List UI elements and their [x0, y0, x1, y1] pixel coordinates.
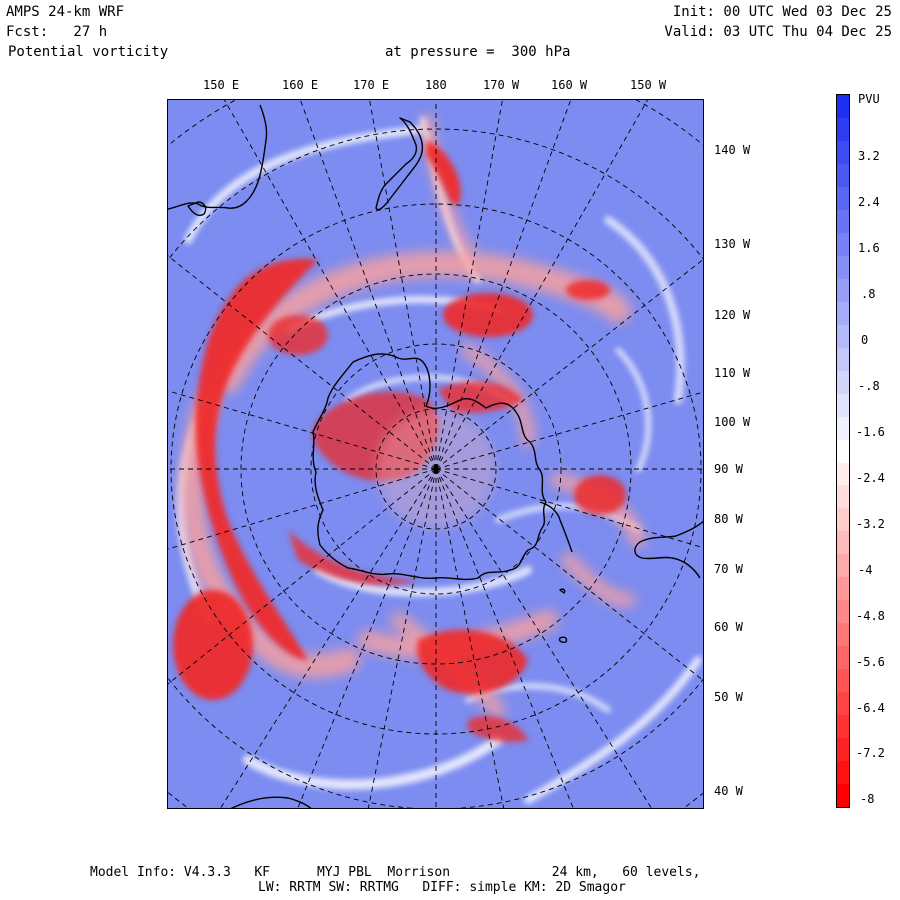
lon-label-right: 70 W — [714, 562, 743, 576]
lon-label-top: 150 W — [630, 78, 667, 92]
lon-label-right: 90 W — [714, 462, 743, 476]
colorbar-cell — [837, 462, 849, 486]
lon-label-top: 150 E — [203, 78, 240, 92]
colorbar-tick-label: -.8 — [858, 379, 880, 393]
colorbar-cell — [837, 140, 849, 164]
colorbar-tick-label: 2.4 — [858, 195, 880, 209]
colorbar-cell — [837, 324, 849, 348]
colorbar-cell — [837, 347, 849, 371]
south-georgia-coast — [559, 588, 566, 594]
colorbar-cell — [837, 669, 849, 693]
colorbar-tick-label: 0 — [861, 333, 869, 347]
colorbar-cell — [837, 692, 849, 716]
colorbar-cell — [837, 738, 849, 762]
colorbar-cell — [837, 416, 849, 440]
colorbar-cell — [837, 439, 849, 463]
antarctica-coast — [312, 353, 547, 581]
pv-map — [167, 99, 704, 809]
lon-label-right: 100 W — [714, 415, 751, 429]
colorbar-cell — [837, 393, 849, 417]
physics-info: LW: RRTM SW: RRTMG DIFF: simple KM: 2D S… — [258, 880, 626, 895]
colorbar-cell — [837, 370, 849, 394]
pv-strong-red-regions — [173, 140, 626, 742]
australia-coast — [168, 104, 268, 210]
colorbar-cell — [837, 209, 849, 233]
lon-label-right: 80 W — [714, 512, 743, 526]
model-title: AMPS 24-km WRF — [6, 4, 125, 20]
lon-label-right: 140 W — [714, 143, 751, 157]
lon-label-right: 120 W — [714, 308, 751, 322]
colorbar-cell — [837, 117, 849, 141]
colorbar-cell — [837, 600, 849, 624]
colorbar-unit: PVU — [858, 92, 880, 106]
colorbar-cell — [837, 301, 849, 325]
colorbar-tick-label: -2.4 — [856, 471, 885, 485]
pressure-level: at pressure = 300 hPa — [385, 44, 571, 60]
field-name: Potential vorticity — [8, 44, 169, 60]
colorbar-tick-label: -3.2 — [856, 517, 885, 531]
colorbar-cell — [837, 646, 849, 670]
falklands-coast — [558, 636, 568, 643]
lon-label-top: 180 — [425, 78, 447, 92]
colorbar-cell — [837, 232, 849, 256]
colorbar-tick-label: .8 — [861, 287, 876, 301]
africa-coast — [230, 796, 312, 808]
pv-map-svg — [168, 100, 703, 808]
colorbar-cell — [837, 163, 849, 187]
south-america-coast — [634, 520, 703, 579]
antarctic-peninsula-coast — [539, 501, 573, 553]
colorbar-tick-label: -6.4 — [856, 701, 885, 715]
pv-colorbar — [836, 94, 850, 808]
colorbar-tick-label: -4 — [858, 563, 873, 577]
lon-label-top: 160 E — [282, 78, 319, 92]
init-time: Init: 00 UTC Wed 03 Dec 25 — [672, 4, 892, 20]
tasmania-coast — [187, 201, 207, 216]
new-zealand-coast — [375, 117, 424, 211]
colorbar-cell — [837, 95, 849, 118]
colorbar-cell — [837, 255, 849, 279]
colorbar-cell — [837, 554, 849, 578]
colorbar-cell — [837, 531, 849, 555]
meridian-lines — [168, 100, 703, 808]
lon-label-top: 160 W — [551, 78, 588, 92]
colorbar-cell — [837, 278, 849, 302]
colorbar-tick-label: -7.2 — [856, 746, 885, 760]
model-info: Model Info: V4.3.3 KF MYJ PBL Morrison 2… — [90, 865, 701, 880]
colorbar-cell — [837, 186, 849, 210]
coastlines — [168, 104, 703, 808]
colorbar-cell — [837, 715, 849, 739]
colorbar-tick-label: -5.6 — [856, 655, 885, 669]
colorbar-cell — [837, 784, 849, 808]
colorbar-cell — [837, 577, 849, 601]
lon-label-right: 110 W — [714, 366, 751, 380]
colorbar-tick-label: -8 — [860, 792, 875, 806]
colorbar-tick-label: 1.6 — [858, 241, 880, 255]
colorbar-cell — [837, 485, 849, 509]
lon-label-right: 50 W — [714, 690, 743, 704]
colorbar-cell — [837, 623, 849, 647]
colorbar-tick-label: -4.8 — [856, 609, 885, 623]
colorbar-tick-label: -1.6 — [856, 425, 885, 439]
colorbar-cell — [837, 761, 849, 785]
lon-label-right: 60 W — [714, 620, 743, 634]
forecast-hour: Fcst: 27 h — [6, 24, 108, 40]
lon-label-top: 170 W — [483, 78, 520, 92]
valid-time: Valid: 03 UTC Thu 04 Dec 25 — [664, 24, 892, 40]
lon-label-right: 40 W — [714, 784, 743, 798]
colorbar-cell — [837, 508, 849, 532]
lon-label-top: 170 E — [353, 78, 390, 92]
colorbar-tick-label: 3.2 — [858, 149, 880, 163]
lon-label-right: 130 W — [714, 237, 751, 251]
